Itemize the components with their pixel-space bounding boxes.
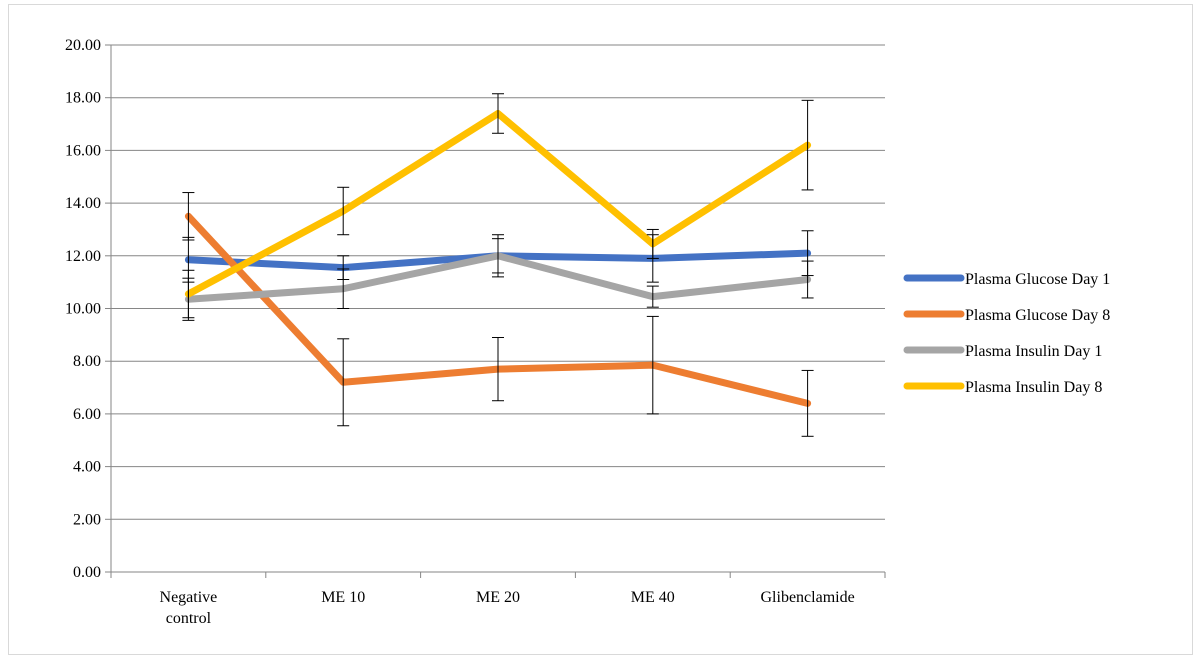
legend-item: Plasma Insulin Day 1	[907, 343, 1102, 360]
y-tick-label: 14.00	[65, 195, 101, 212]
y-tick-label: 12.00	[65, 248, 101, 265]
y-tick-label: 0.00	[73, 564, 101, 581]
y-tick-label: 2.00	[73, 511, 101, 528]
legend-item: Plasma Insulin Day 8	[907, 379, 1102, 396]
y-tick-label: 10.00	[65, 301, 101, 318]
y-tick-label: 18.00	[65, 90, 101, 107]
y-tick-label: 8.00	[73, 353, 101, 370]
legend-label: Plasma Insulin Day 1	[965, 343, 1102, 360]
y-tick-label: 6.00	[73, 406, 101, 423]
y-axis-ticks: 0.00 2.00 4.00 6.00 8.00 10.00 12.00 14.00 16.00…	[65, 37, 101, 581]
y-tick-label: 4.00	[73, 459, 101, 476]
chart-frame: 0.00 2.00 4.00 6.00 8.00 10.00 12.00 14.00 16.00…	[8, 4, 1193, 655]
y-tick-label: 20.00	[65, 37, 101, 54]
x-axis-ticks: Negative control ME 10 ME 20 ME 40 Glibenclam…	[160, 589, 855, 627]
legend-label: Plasma Insulin Day 8	[965, 379, 1102, 396]
x-tick-label: Negative control	[160, 589, 218, 627]
y-tick-label: 16.00	[65, 142, 101, 159]
legend-label: Plasma Glucose Day 1	[965, 271, 1110, 288]
x-tick-label: Glibenclamide	[761, 589, 855, 606]
x-tick-label: ME 40	[631, 589, 675, 606]
legend-item: Plasma Glucose Day 1	[907, 271, 1110, 288]
grid-lines	[105, 45, 885, 572]
x-tick-label: ME 10	[321, 589, 365, 606]
legend: Plasma Glucose Day 1 Plasma Glucose Day 8…	[907, 271, 1110, 396]
legend-label: Plasma Glucose Day 8	[965, 307, 1110, 324]
x-tick-label: ME 20	[476, 589, 520, 606]
line-chart: 0.00 2.00 4.00 6.00 8.00 10.00 12.00 14.00 16.00…	[9, 5, 1194, 656]
legend-item: Plasma Glucose Day 8	[907, 307, 1110, 324]
